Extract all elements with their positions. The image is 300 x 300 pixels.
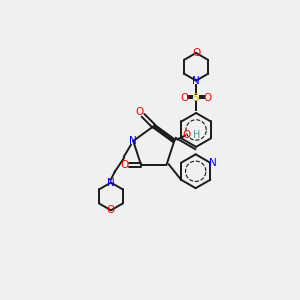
Text: O: O bbox=[203, 93, 212, 103]
Text: O: O bbox=[120, 160, 128, 170]
Text: O: O bbox=[107, 205, 115, 215]
Text: S: S bbox=[193, 93, 200, 103]
Text: O: O bbox=[136, 107, 144, 117]
Text: O: O bbox=[180, 93, 189, 103]
Text: N: N bbox=[107, 178, 115, 188]
Text: H: H bbox=[193, 130, 200, 140]
Text: O: O bbox=[182, 130, 191, 140]
Text: N: N bbox=[209, 158, 217, 168]
Text: O: O bbox=[192, 48, 200, 58]
Text: N: N bbox=[129, 136, 137, 146]
Text: N: N bbox=[192, 76, 200, 86]
